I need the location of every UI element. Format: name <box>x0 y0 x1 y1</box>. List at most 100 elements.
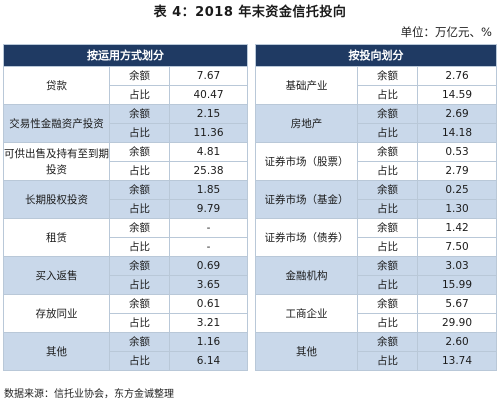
table-row: 贷款 余额 7.67 基础产业 余额 2.76 <box>3 66 498 105</box>
left-category-cell: 贷款 <box>3 66 110 105</box>
right-sub-label: 占比 <box>357 123 418 143</box>
table-row: 长期股权投资 余额 1.85 证券市场（基金） 余额 0.25 <box>3 180 498 219</box>
left-category-cell: 长期股权投资 <box>3 180 110 219</box>
left-value-cell: 9.79 <box>169 199 248 219</box>
right-category-cell: 其他 <box>255 332 358 371</box>
left-sub-label: 占比 <box>109 123 170 143</box>
left-sub-label: 占比 <box>109 85 170 105</box>
left-value-cell: 7.67 <box>169 66 248 86</box>
left-sub-label: 占比 <box>109 199 170 219</box>
right-sub-label: 余额 <box>357 218 418 238</box>
right-sub-label: 余额 <box>357 104 418 124</box>
column-gap <box>247 351 256 371</box>
column-gap <box>247 313 256 333</box>
right-sub-label: 占比 <box>357 161 418 181</box>
right-sub-label: 占比 <box>357 85 418 105</box>
right-value-cell: 29.90 <box>416 313 498 333</box>
column-gap <box>247 161 256 181</box>
left-value-cell: 0.69 <box>169 256 248 276</box>
right-sub-label: 余额 <box>357 66 418 86</box>
left-sub-label: 余额 <box>109 142 170 162</box>
table-row: 存放同业 余额 0.61 工商企业 余额 5.67 <box>3 294 498 333</box>
left-sub-label: 余额 <box>109 256 170 276</box>
right-sub-label: 余额 <box>357 256 418 276</box>
right-value-cell: 5.67 <box>416 294 498 314</box>
right-value-cell: 3.03 <box>416 256 498 276</box>
column-gap <box>247 237 256 257</box>
left-sub-label: 余额 <box>109 66 170 86</box>
column-gap <box>247 104 256 124</box>
left-value-cell: 3.21 <box>169 313 248 333</box>
left-category-cell: 买入返售 <box>3 256 110 295</box>
left-category-cell: 交易性金融资产投资 <box>3 104 110 143</box>
left-value-cell: 40.47 <box>169 85 248 105</box>
right-value-cell: 2.79 <box>416 161 498 181</box>
right-category-cell: 金融机构 <box>255 256 358 295</box>
right-value-cell: 2.76 <box>416 66 498 86</box>
table-row: 买入返售 余额 0.69 金融机构 余额 3.03 <box>3 256 498 295</box>
left-sub-label: 余额 <box>109 180 170 200</box>
left-sub-label: 余额 <box>109 104 170 124</box>
right-sub-label: 占比 <box>357 199 418 219</box>
right-sub-label: 占比 <box>357 313 418 333</box>
table-row: 占比 11.36 占比 14.18 <box>4 123 498 143</box>
left-value-cell: 2.15 <box>169 104 248 124</box>
table-row: 占比 - 占比 7.50 <box>4 237 498 257</box>
table-row: 交易性金融资产投资 余额 2.15 房地产 余额 2.69 <box>3 104 498 143</box>
right-value-cell: 0.53 <box>416 142 498 162</box>
right-value-cell: 1.42 <box>416 218 498 238</box>
right-value-cell: 13.74 <box>416 351 498 371</box>
column-gap <box>247 256 256 276</box>
left-value-cell: 3.65 <box>169 275 248 295</box>
right-sub-label: 占比 <box>357 275 418 295</box>
unit-label: 单位：万亿元、% <box>400 25 492 39</box>
table-row: 占比 9.79 占比 1.30 <box>4 199 498 219</box>
left-value-cell: 11.36 <box>169 123 248 143</box>
left-value-cell: - <box>169 237 248 257</box>
right-value-cell: 14.18 <box>416 123 498 143</box>
left-sub-label: 占比 <box>109 313 170 333</box>
right-sub-label: 占比 <box>357 237 418 257</box>
column-gap <box>247 294 256 314</box>
right-value-cell: 15.99 <box>416 275 498 295</box>
column-gap <box>247 85 256 105</box>
left-sub-label: 占比 <box>109 351 170 371</box>
table-row: 占比 25.38 占比 2.79 <box>4 161 498 181</box>
left-value-cell: 25.38 <box>169 161 248 181</box>
header-by-method: 按运用方式划分 <box>3 44 248 67</box>
right-sub-label: 余额 <box>357 294 418 314</box>
left-sub-label: 占比 <box>109 275 170 295</box>
right-value-cell: 1.30 <box>416 199 498 219</box>
left-category-cell: 租赁 <box>3 218 110 257</box>
right-value-cell: 7.50 <box>416 237 498 257</box>
right-value-cell: 14.59 <box>416 85 498 105</box>
column-gap <box>247 142 256 162</box>
left-value-cell: 6.14 <box>169 351 248 371</box>
table-row: 占比 3.21 占比 29.90 <box>4 313 498 333</box>
right-category-cell: 房地产 <box>255 104 358 143</box>
column-gap <box>247 199 256 219</box>
column-gap <box>247 275 256 295</box>
right-category-cell: 基础产业 <box>255 66 358 105</box>
right-sub-label: 占比 <box>357 351 418 371</box>
table-row: 占比 6.14 占比 13.74 <box>4 351 498 371</box>
right-value-cell: 0.25 <box>416 180 498 200</box>
left-value-cell: 1.85 <box>169 180 248 200</box>
table-body: 贷款 余额 7.67 基础产业 余额 2.76 占比 40.47 占比 14.59 交易性金融资产投… <box>3 66 498 371</box>
left-value-cell: - <box>169 218 248 238</box>
left-category-cell: 其他 <box>3 332 110 371</box>
left-value-cell: 0.61 <box>169 294 248 314</box>
right-category-cell: 证券市场（债券） <box>255 218 358 257</box>
table-title: 表 4：2018 年末资金信托投向 <box>153 5 347 20</box>
left-sub-label: 余额 <box>109 294 170 314</box>
right-sub-label: 余额 <box>357 332 418 352</box>
table-row: 租赁 余额 - 证券市场（债券） 余额 1.42 <box>3 218 498 257</box>
right-value-cell: 2.60 <box>416 332 498 352</box>
right-sub-label: 余额 <box>357 142 418 162</box>
left-value-cell: 4.81 <box>169 142 248 162</box>
trust-allocation-table: 按运用方式划分 按投向划分 贷款 余额 7.67 基础产业 余额 2.76 占比 40.47 占… <box>3 44 498 371</box>
data-source-note: 数据来源：信托业协会，东方金诚整理 <box>4 389 174 400</box>
right-value-cell: 2.69 <box>416 104 498 124</box>
left-value-cell: 1.16 <box>169 332 248 352</box>
column-gap <box>247 332 256 352</box>
